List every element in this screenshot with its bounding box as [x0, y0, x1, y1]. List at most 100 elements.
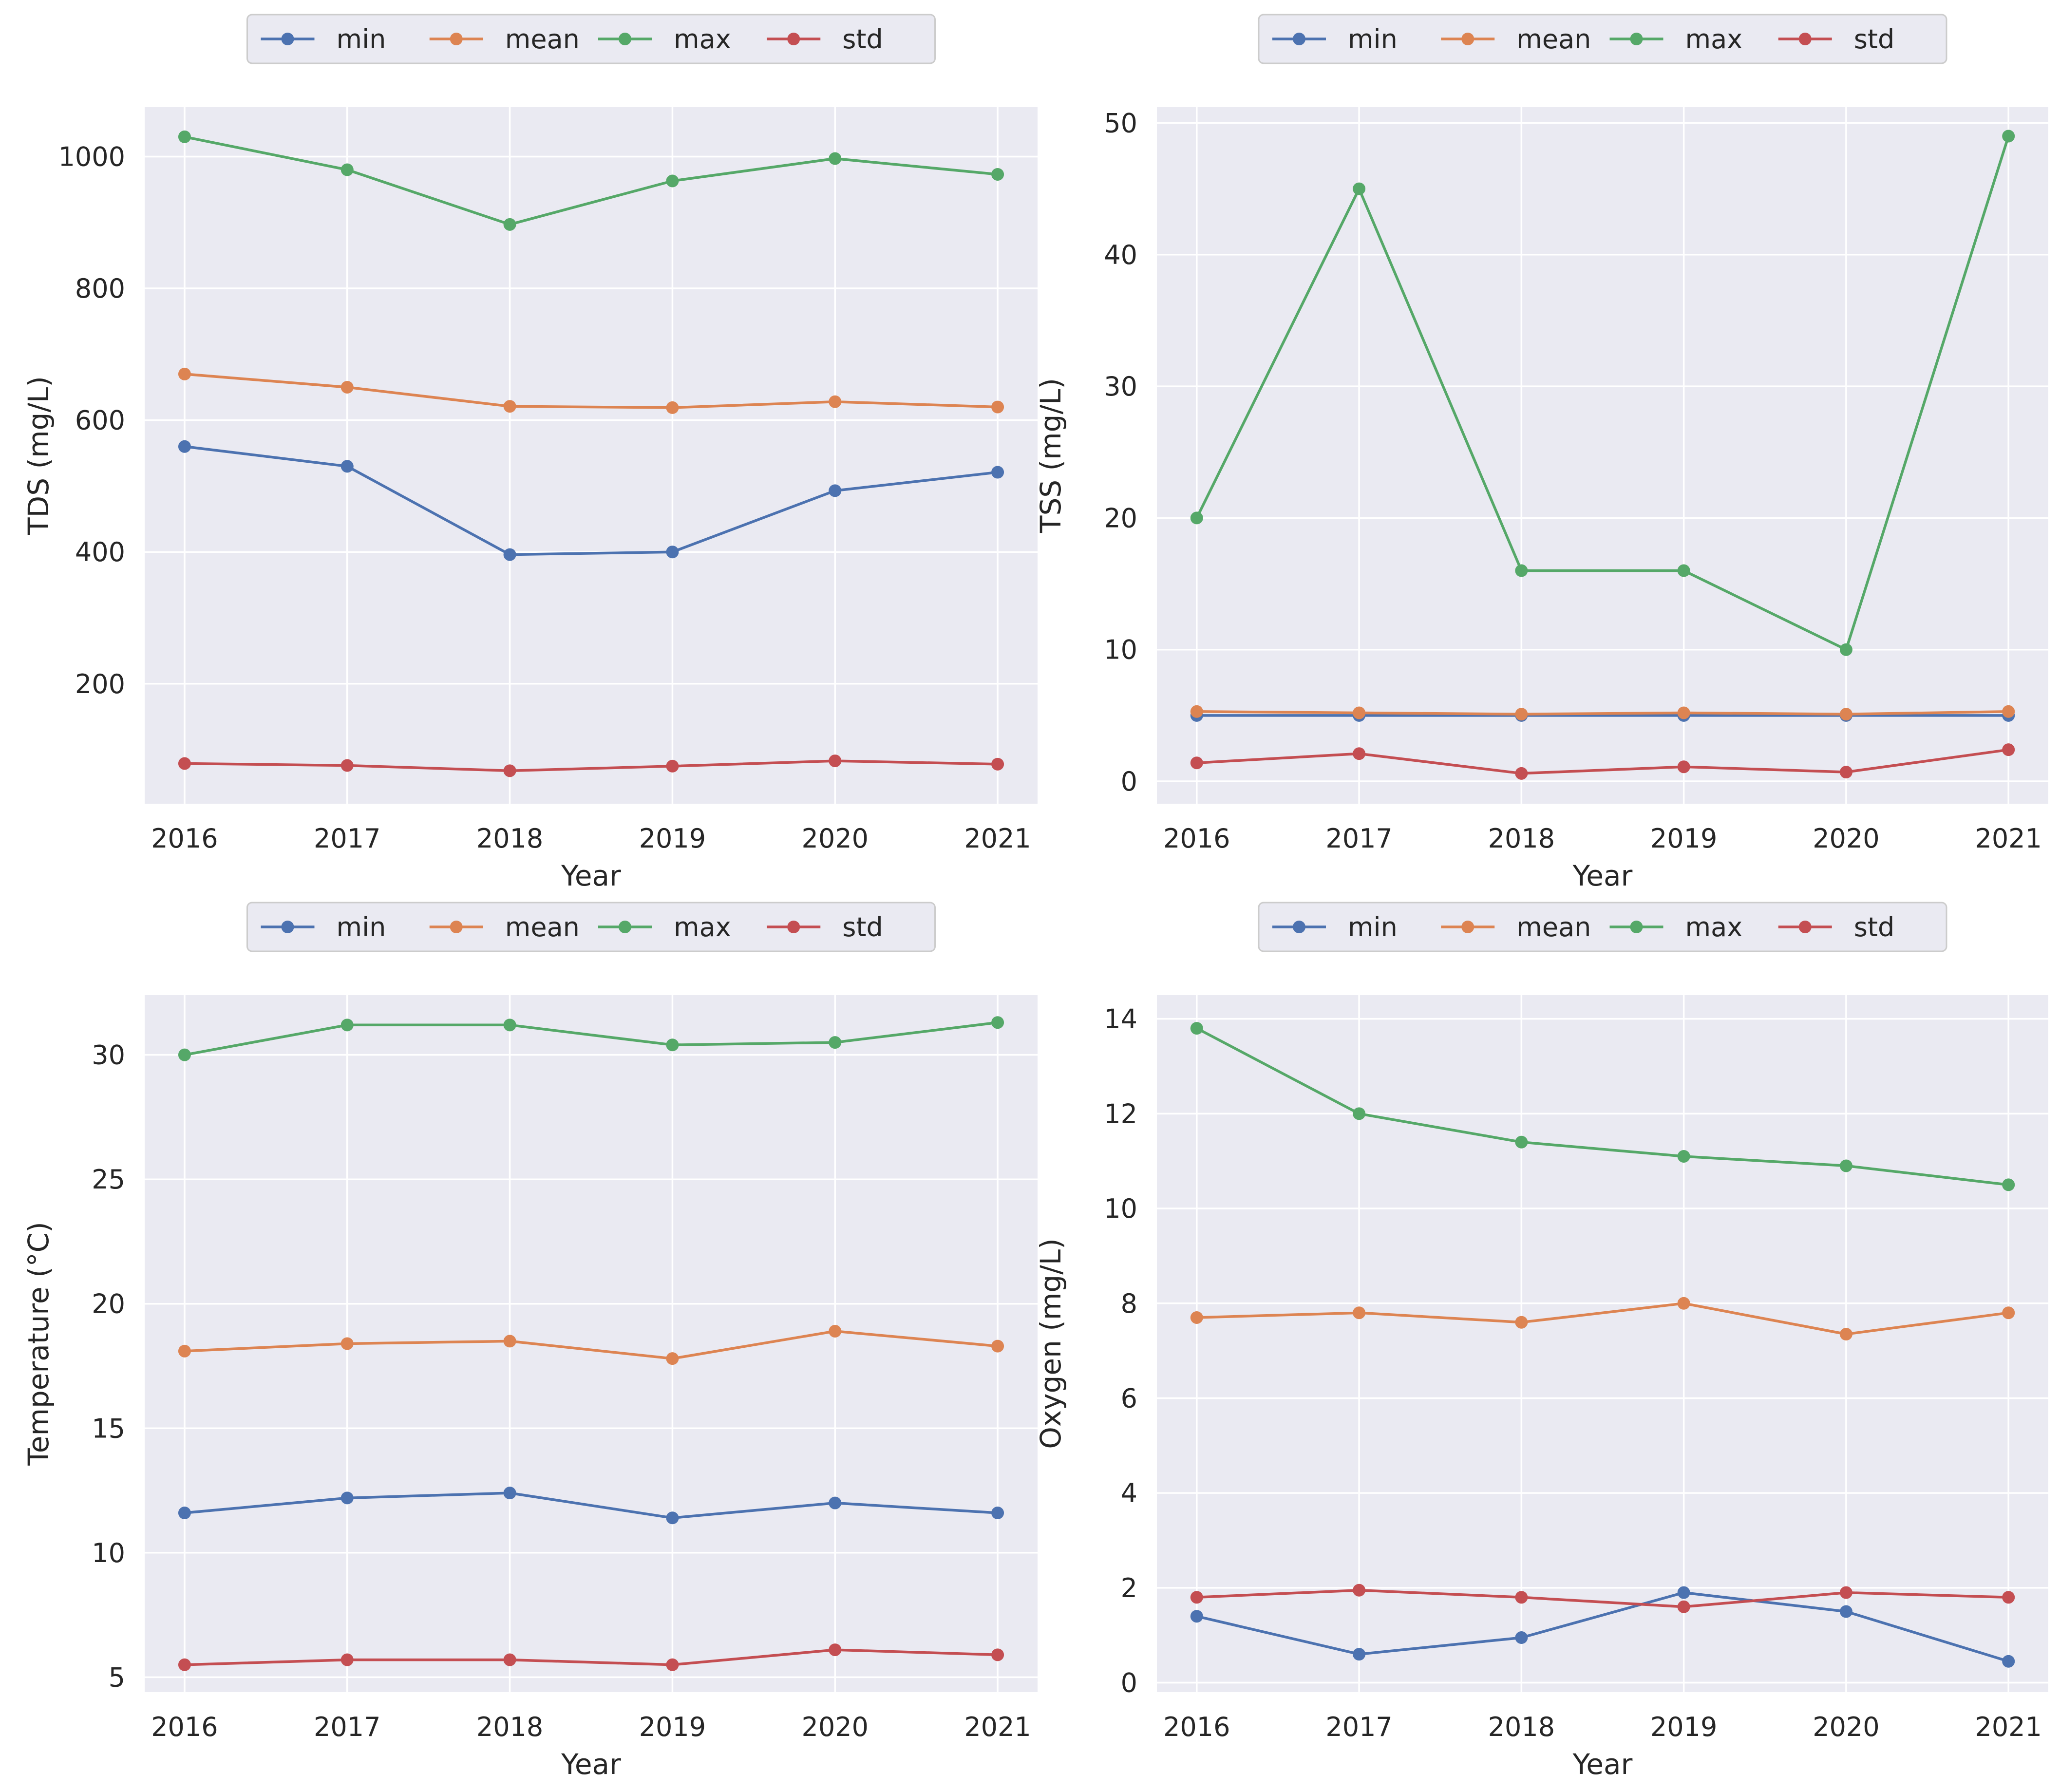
data-point-std — [1839, 1586, 1852, 1599]
series-std — [1190, 743, 2015, 780]
series-line-mean — [1196, 1302, 2009, 1336]
legend: min mean max std — [1258, 14, 1947, 64]
legend-label-std: std — [842, 24, 883, 55]
data-point-mean — [1190, 1311, 1203, 1324]
y-tick-label: 8 — [1121, 1288, 1137, 1319]
legend-label-mean: mean — [505, 24, 580, 55]
x-tick-label: 2016 — [1163, 1712, 1230, 1742]
series-std — [1190, 1584, 2015, 1613]
x-tick-label: 2019 — [639, 1712, 706, 1742]
legend-marker-std — [787, 33, 800, 45]
series-mean — [178, 367, 1004, 414]
x-axis-label: Year — [561, 859, 621, 892]
data-point-mean — [829, 1324, 842, 1338]
data-point-max — [2002, 130, 2015, 143]
data-point-max — [178, 130, 191, 143]
data-point-std — [2002, 743, 2015, 756]
data-point-min — [991, 466, 1004, 479]
legend-box — [1258, 902, 1947, 952]
data-point-std — [503, 764, 516, 777]
data-point-max — [1677, 564, 1690, 577]
data-point-mean — [178, 1344, 191, 1358]
legend-item-mean: mean — [429, 912, 580, 943]
x-tick-label: 2017 — [1325, 1712, 1392, 1742]
data-point-max — [1353, 1107, 1366, 1120]
legend: min mean max std — [246, 14, 936, 64]
plot-area — [1157, 107, 2048, 804]
legend-marker-min — [281, 33, 294, 45]
y-tick-label: 30 — [92, 1040, 125, 1071]
data-point-min — [503, 548, 516, 561]
data-point-mean — [503, 1335, 516, 1348]
data-point-min — [2002, 1655, 2015, 1668]
legend-item-min: min — [1272, 24, 1398, 55]
y-tick-label: 0 — [1121, 766, 1137, 797]
series-line-min — [184, 445, 998, 556]
y-tick-label: 40 — [1104, 240, 1137, 270]
x-tick-label: 2021 — [964, 823, 1031, 854]
series-line-mean — [184, 373, 998, 409]
data-point-max — [503, 1019, 516, 1032]
legend-marker-min — [1293, 33, 1305, 45]
x-tick-label: 2021 — [1975, 823, 2041, 854]
data-point-max — [340, 1019, 354, 1032]
data-point-mean — [991, 1339, 1004, 1353]
data-point-std — [1677, 1600, 1690, 1613]
data-point-mean — [991, 400, 1004, 414]
series-line-std — [1196, 1588, 2009, 1608]
legend-label-max: max — [1685, 912, 1743, 943]
x-tick-label: 2016 — [1163, 823, 1230, 854]
legend-label-max: max — [1685, 24, 1743, 55]
legend-item-max: max — [598, 912, 731, 943]
chart-panel-4: 2016 2017 2018 2019 2020 2021 0 2 4 6 8 10 12 14 Year O… — [1034, 902, 2048, 1781]
data-point-mean — [829, 395, 842, 408]
data-point-max — [340, 163, 354, 176]
legend-label-min: min — [337, 912, 386, 943]
series-mean — [1190, 705, 2015, 721]
y-tick-label: 1000 — [58, 141, 125, 172]
series-max — [178, 130, 1004, 231]
data-point-mean — [178, 367, 191, 380]
y-axis-label: TDS (mg/L) — [22, 376, 55, 535]
x-tick-label: 2016 — [151, 823, 218, 854]
legend-label-min: min — [1348, 912, 1398, 943]
data-point-min — [503, 1487, 516, 1500]
data-point-max — [2002, 1178, 2015, 1191]
data-point-mean — [340, 380, 354, 394]
data-point-std — [829, 1643, 842, 1657]
series-min — [1190, 1586, 2015, 1668]
chart-panel-3: 2016 2017 2018 2019 2020 2021 5 10 15 20 25 30 Year T… — [22, 902, 1038, 1781]
data-point-mean — [1839, 1328, 1852, 1341]
x-tick-label: 2020 — [1813, 823, 1879, 854]
legend-item-max: max — [1609, 24, 1743, 55]
y-tick-label: 800 — [75, 273, 125, 304]
plot-area — [145, 107, 1038, 804]
y-tick-label: 4 — [1121, 1478, 1137, 1509]
data-point-max — [1677, 1150, 1690, 1163]
data-point-max — [829, 1036, 842, 1049]
x-tick-label: 2020 — [802, 823, 869, 854]
y-tick-label: 400 — [75, 537, 125, 567]
legend-marker-mean — [450, 921, 463, 933]
legend-marker-std — [1798, 921, 1812, 933]
legend-label-max: max — [674, 912, 731, 943]
y-tick-label: 25 — [92, 1164, 125, 1195]
x-axis-label: Year — [1572, 859, 1633, 892]
series-line-std — [184, 1648, 998, 1666]
y-tick-label: 14 — [1104, 1004, 1137, 1035]
y-tick-label: 50 — [1104, 108, 1137, 138]
data-point-min — [1677, 1586, 1690, 1599]
series-line-max — [184, 135, 998, 226]
data-point-std — [991, 757, 1004, 771]
series-line-max — [1195, 135, 2010, 651]
legend-item-max: max — [598, 24, 731, 55]
x-tick-label: 2019 — [1650, 1712, 1717, 1742]
legend-label-mean: mean — [1516, 912, 1591, 943]
legend-item-std: std — [1778, 912, 1894, 943]
data-point-min — [829, 1496, 842, 1509]
data-point-std — [1353, 747, 1366, 760]
legend-label-std: std — [1854, 24, 1895, 55]
legend-marker-min — [1293, 921, 1305, 933]
y-tick-label: 20 — [92, 1289, 125, 1320]
